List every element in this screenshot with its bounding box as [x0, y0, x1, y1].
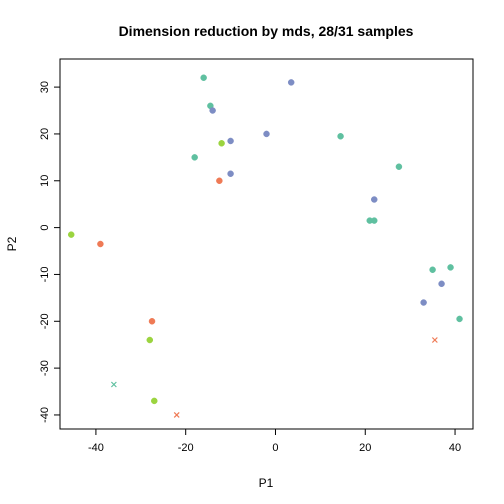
cross-stroke: [173, 412, 180, 418]
data-point: [218, 140, 225, 147]
data-point: [420, 299, 427, 306]
data-point: [370, 217, 378, 224]
y-tick-label: 10: [39, 175, 51, 187]
data-point-cross: [110, 381, 117, 388]
data-point: [97, 240, 104, 248]
data-point: [263, 130, 270, 138]
cross-stroke: [431, 337, 438, 343]
data-point: [287, 79, 295, 86]
y-axis: -40 -30 -20 -10 0 10 20 30: [39, 81, 61, 423]
data-point: [148, 318, 156, 325]
x-tick-label: 40: [449, 442, 461, 454]
data-point: [200, 74, 207, 81]
x-tick-label: 20: [359, 442, 371, 454]
y-axis-label: P2: [5, 236, 19, 251]
data-points: [67, 74, 463, 418]
data-point: [146, 336, 154, 344]
x-tick-label: -20: [178, 442, 194, 454]
data-point: [227, 137, 234, 145]
x-axis: -40 -20 0 20 40: [88, 428, 461, 454]
data-point: [227, 170, 234, 177]
data-point: [191, 154, 198, 161]
y-tick-label: -30: [39, 360, 51, 376]
data-point-cross: [173, 412, 180, 418]
data-point: [209, 107, 216, 114]
x-tick-label: 0: [272, 442, 278, 454]
data-point: [438, 280, 445, 288]
x-tick-label: -40: [88, 442, 104, 454]
cross-stroke: [110, 381, 117, 388]
y-tick-label: 20: [39, 128, 51, 140]
data-point-cross: [431, 337, 438, 343]
data-point: [456, 315, 463, 323]
data-point: [67, 231, 75, 238]
y-tick-label: -40: [39, 407, 51, 423]
data-point: [151, 397, 158, 405]
data-point: [216, 177, 223, 185]
data-point: [337, 133, 344, 140]
data-point: [395, 163, 403, 170]
data-point: [429, 266, 436, 274]
y-tick-label: 0: [39, 225, 51, 231]
data-point: [447, 264, 454, 271]
x-axis-label: P1: [259, 476, 274, 490]
y-tick-label: -20: [39, 313, 51, 329]
y-tick-label: 30: [39, 81, 51, 93]
chart-title: Dimension reduction by mds, 28/31 sample…: [119, 23, 414, 39]
y-tick-label: -10: [39, 266, 51, 282]
data-point: [370, 196, 378, 203]
